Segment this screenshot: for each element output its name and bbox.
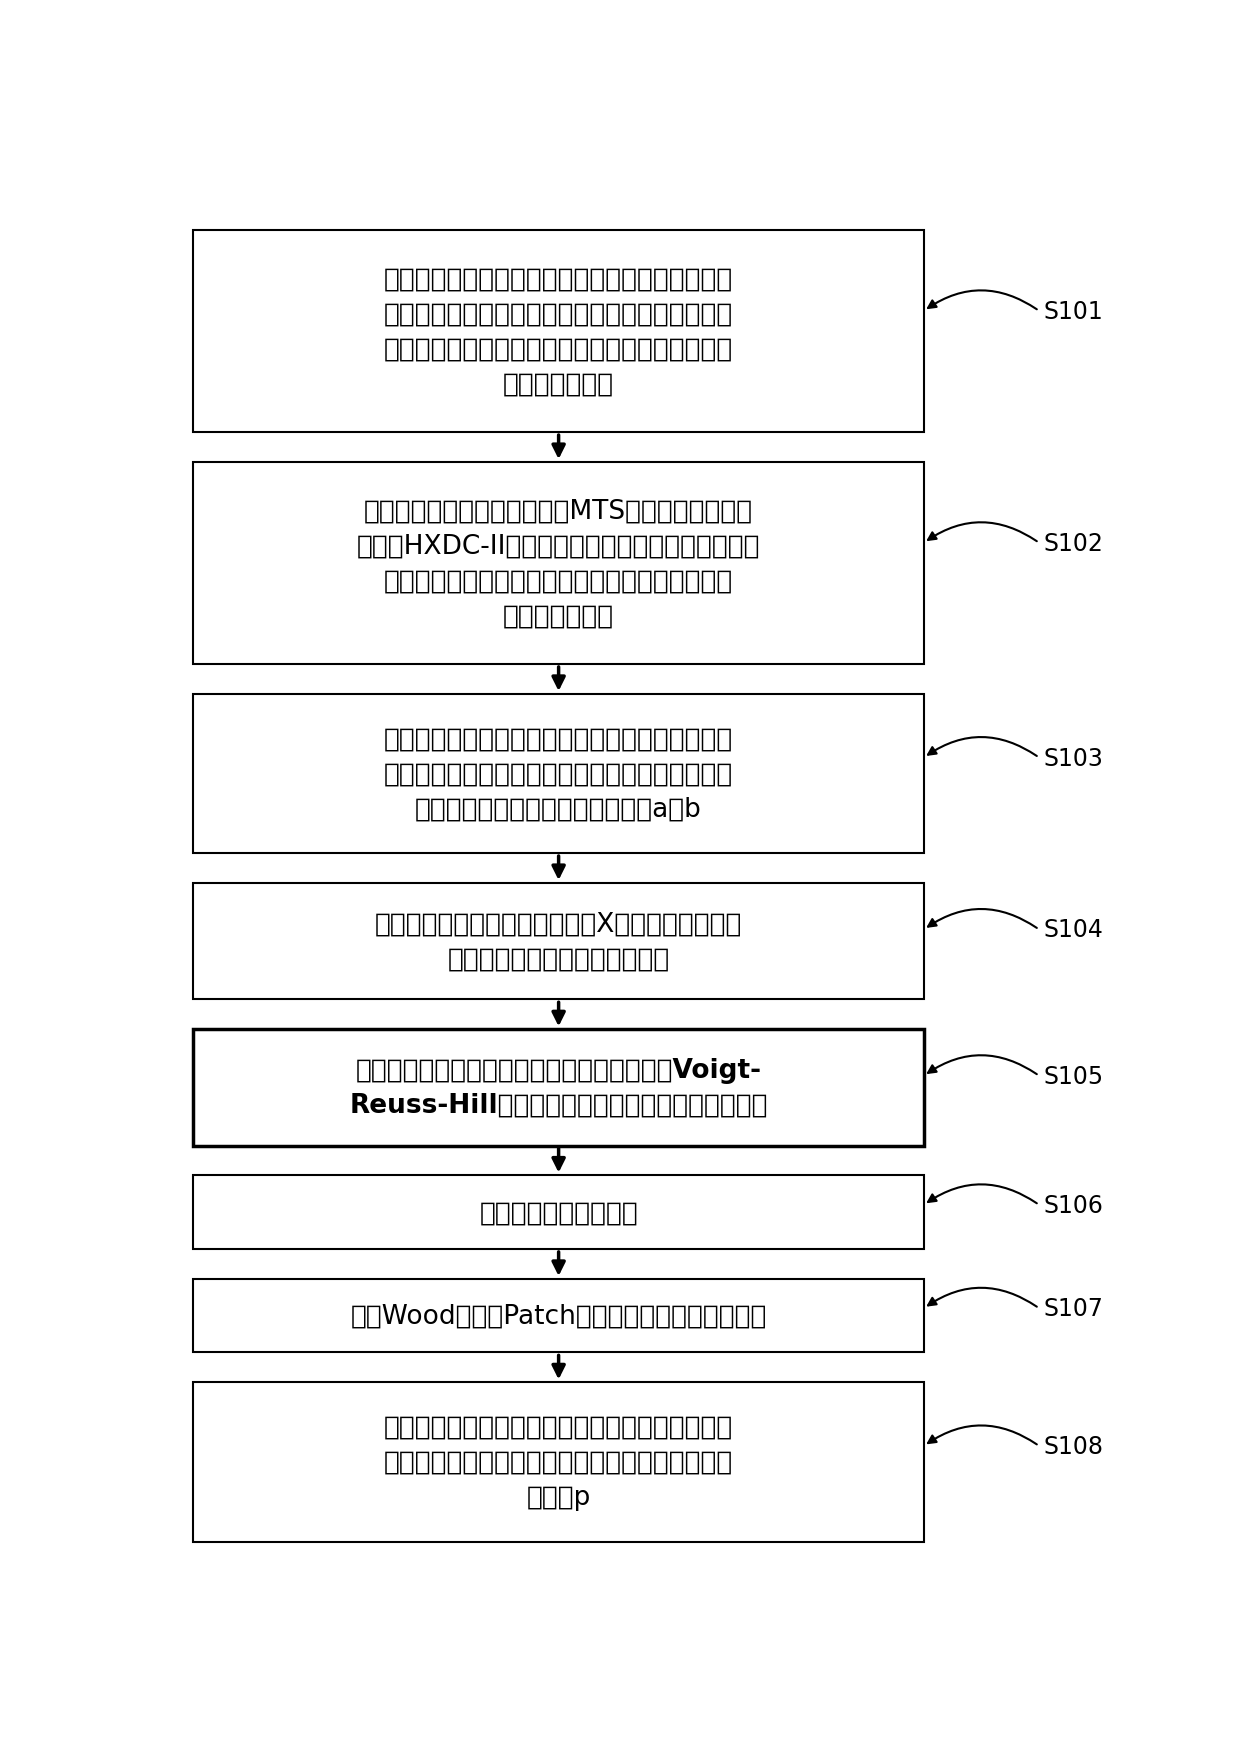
- Bar: [193, 232, 924, 433]
- Text: S103: S103: [1044, 746, 1104, 770]
- Text: 计算岩石骨架体积模量: 计算岩石骨架体积模量: [479, 1200, 639, 1225]
- Text: S105: S105: [1044, 1064, 1104, 1088]
- Bar: [193, 695, 924, 853]
- Text: S108: S108: [1044, 1434, 1104, 1458]
- Text: 根据岩石骨架体积模量的一系列离散值，采用线型
拟合方法，对岩石骨架体积模量和有效应力的线性
关系进行拟合，得到线性关系系数a和b: 根据岩石骨架体积模量的一系列离散值，采用线型 拟合方法，对岩石骨架体积模量和有效…: [384, 727, 733, 821]
- Bar: [193, 1383, 924, 1541]
- Text: S101: S101: [1044, 300, 1104, 323]
- Text: 根据岩石基质体积模量、孔隙流体体积模量和岩石
骨架体积模量，计算获得待预测碳酸盐岩地层的孔
隙压力p: 根据岩石基质体积模量、孔隙流体体积模量和岩石 骨架体积模量，计算获得待预测碳酸盐…: [384, 1415, 733, 1509]
- Text: S106: S106: [1044, 1193, 1104, 1218]
- Text: 根据组成岩石样品的各矿物体积百分数，采用Voigt-
Reuss-Hill平均衡量模型，计算岩石基质体积模量: 根据组成岩石样品的各矿物体积百分数，采用Voigt- Reuss-Hill平均衡…: [350, 1057, 768, 1118]
- Bar: [193, 463, 924, 665]
- Bar: [193, 1176, 924, 1250]
- Bar: [193, 1030, 924, 1146]
- Text: 采用Wood模型和Patch模型计算孔隙流体体积模量: 采用Wood模型和Patch模型计算孔隙流体体积模量: [351, 1302, 766, 1329]
- Text: S104: S104: [1044, 918, 1104, 942]
- Text: 获取待预测碳酸盐岩地层的岩石样品，并采用封蜡
法测量岩石样品表观体积，采用电子秤称量岩石样
品质量，进而根据表观体积和岩石样品质量计算岩
石样品骨架密度: 获取待预测碳酸盐岩地层的岩石样品，并采用封蜡 法测量岩石样品表观体积，采用电子秤…: [384, 267, 733, 397]
- Bar: [193, 883, 924, 1000]
- Text: S102: S102: [1044, 532, 1104, 556]
- Text: 对所述碳酸盐岩石样品进行全岩X衍射测试，得到组
成岩石样品的各矿物体积百分数: 对所述碳酸盐岩石样品进行全岩X衍射测试，得到组 成岩石样品的各矿物体积百分数: [374, 911, 743, 972]
- Bar: [193, 1279, 924, 1353]
- Text: 根据岩石样品骨架密度，采用MTS岩石物理参数测试
系统和HXDC-II型岩石三轴超声波速度测试系统对岩
石样品进行物理模拟实验，得到岩石骨架体积模量
的一系列离: 根据岩石样品骨架密度，采用MTS岩石物理参数测试 系统和HXDC-II型岩石三轴…: [357, 498, 760, 628]
- Text: S107: S107: [1044, 1297, 1104, 1320]
